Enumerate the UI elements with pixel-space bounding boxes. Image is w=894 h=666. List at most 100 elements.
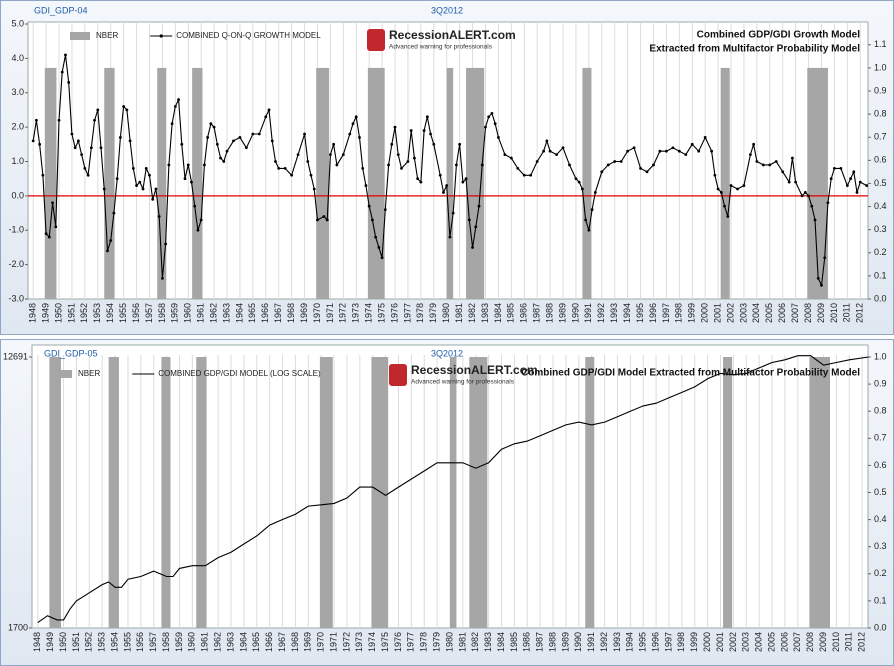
x-tick-label: 1955	[122, 632, 132, 652]
recession-bar	[44, 67, 57, 299]
x-tick-label: 1972	[341, 632, 351, 652]
x-tick-label: 1950	[53, 303, 63, 323]
x-tick-label: 1954	[105, 303, 115, 323]
x-tick-label: 1978	[415, 303, 425, 323]
point	[193, 204, 197, 208]
point	[522, 173, 526, 177]
point	[335, 163, 339, 167]
y-tick-label: 1700	[8, 622, 28, 632]
point	[803, 191, 807, 194]
point	[154, 187, 158, 191]
point	[125, 108, 129, 112]
x-tick-label: 1976	[389, 303, 399, 323]
point	[31, 139, 35, 143]
x-tick-label: 1984	[493, 303, 503, 323]
point	[83, 166, 87, 170]
logo: RecessionALERT.com	[389, 28, 516, 42]
x-tick-label: 1983	[483, 632, 493, 652]
y2-tick-label: 0.8	[874, 406, 887, 416]
point	[354, 115, 358, 119]
x-tick-label: 1991	[583, 303, 593, 323]
labels: GDI_GDP-04 3Q2012 Combined GDP/GDI Growt…	[3, 5, 887, 652]
point	[47, 235, 51, 239]
x-tick-label: 1981	[454, 303, 464, 323]
recession-bar	[49, 357, 61, 628]
point	[77, 139, 80, 143]
point	[529, 173, 533, 177]
point	[774, 160, 778, 163]
y2-tick-label: 0.6	[874, 460, 887, 470]
y2-tick-label: 0.5	[874, 487, 887, 497]
x-tick-label: 1967	[277, 632, 287, 652]
point	[406, 160, 410, 163]
x-tick-label: 1959	[174, 632, 184, 652]
point	[138, 180, 142, 184]
y-tick-label: 12691	[3, 351, 28, 361]
x-tick-label: 1964	[234, 303, 244, 323]
point	[186, 163, 190, 167]
x-tick-label: 1963	[221, 303, 231, 323]
point	[829, 177, 833, 181]
x-tick-label: 2001	[712, 303, 722, 323]
x-tick-label: 1958	[161, 632, 171, 652]
legend-label: COMBINED GDP/GDI MODEL (LOG SCALE)	[158, 369, 321, 378]
point	[38, 142, 42, 146]
point	[719, 191, 723, 194]
point	[561, 146, 565, 150]
point	[93, 118, 96, 122]
point	[606, 163, 610, 167]
point	[677, 149, 681, 153]
x-tick-label: 1993	[612, 632, 622, 652]
x-tick-label: 2001	[715, 632, 725, 652]
x-tick-label: 1995	[638, 632, 648, 652]
x-tick-label: 1953	[92, 303, 102, 323]
point	[225, 149, 229, 153]
x-tick-label: 2010	[831, 632, 841, 652]
recession-bar	[720, 67, 730, 299]
point	[157, 215, 161, 218]
x-tick-label: 2009	[816, 303, 826, 323]
x-tick-label: 1973	[354, 632, 364, 652]
point	[164, 242, 168, 246]
x-tick-label: 1954	[109, 632, 119, 652]
point	[267, 108, 271, 112]
x-tick-label: 1979	[428, 303, 438, 323]
point	[274, 160, 277, 163]
point	[703, 136, 707, 139]
point	[283, 166, 287, 170]
logo-icon	[367, 29, 385, 51]
x-tick-label: 1987	[535, 632, 545, 652]
point	[222, 160, 226, 163]
y2-tick-label: 0.7	[874, 433, 887, 443]
point	[716, 187, 720, 191]
x-tick-label: 1996	[648, 303, 658, 323]
point	[54, 225, 58, 229]
x-tick-label: 1986	[519, 303, 529, 323]
point	[86, 173, 90, 177]
x-tick-label: 1983	[480, 303, 490, 323]
point	[309, 173, 313, 177]
point	[865, 184, 869, 187]
x-tick-label: 1968	[290, 632, 300, 652]
point	[432, 142, 436, 146]
x-tick-label: 1977	[406, 632, 416, 652]
recession-bar	[450, 357, 457, 628]
x-tick-label: 2004	[751, 303, 761, 323]
point	[626, 149, 630, 153]
point	[371, 218, 374, 222]
x-tick-label: 1959	[170, 303, 180, 323]
point	[451, 211, 455, 215]
point	[545, 139, 549, 143]
point	[755, 160, 759, 163]
point	[190, 180, 193, 184]
point	[396, 153, 400, 157]
y2-tick-label: 0.9	[874, 85, 887, 95]
x-tick-label: 1956	[135, 632, 145, 652]
point	[128, 139, 132, 143]
point	[645, 170, 649, 174]
point	[658, 149, 662, 153]
y2-tick-label: 0.4	[874, 514, 887, 524]
recession-bar	[582, 67, 592, 299]
point	[574, 177, 578, 181]
